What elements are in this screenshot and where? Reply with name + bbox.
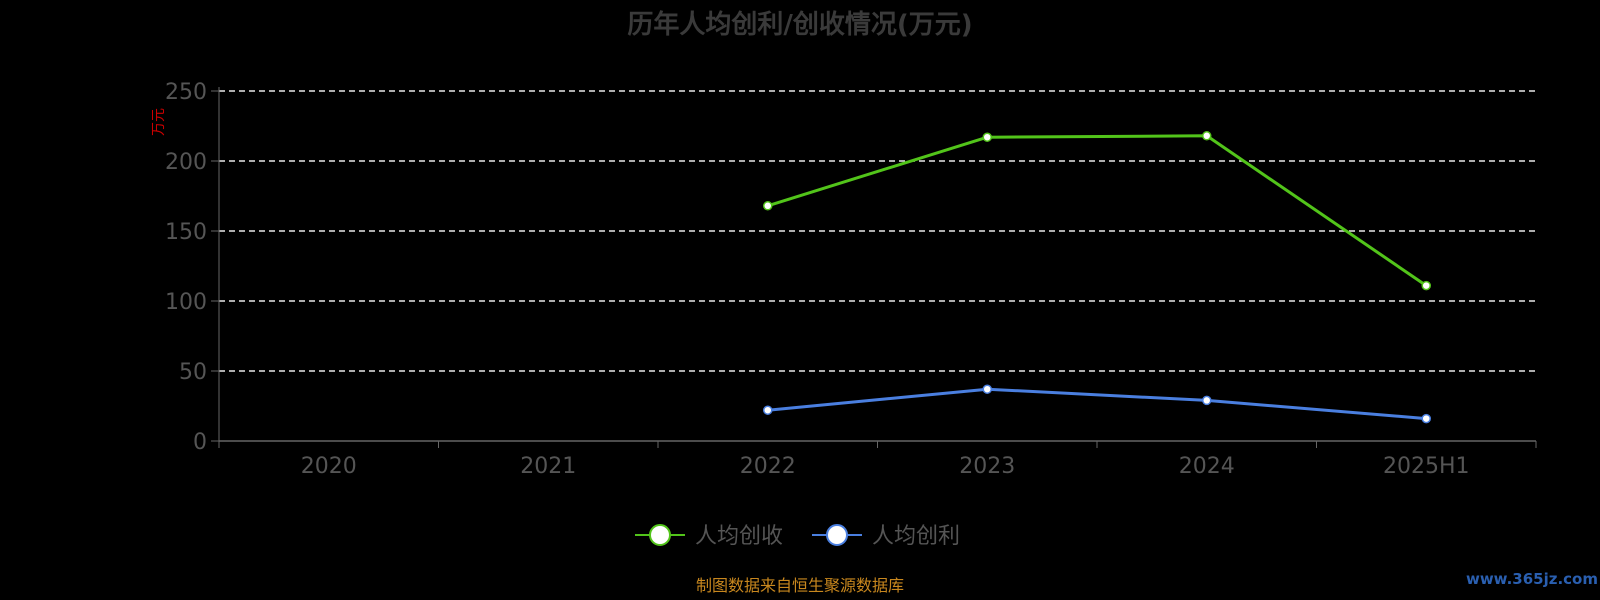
series-1: [763, 131, 1431, 291]
data-point[interactable]: [1202, 131, 1212, 141]
gridlines: [219, 90, 1536, 372]
data-point[interactable]: [763, 405, 773, 415]
x-tick-label: 2023: [959, 454, 1015, 479]
data-point[interactable]: [982, 132, 992, 142]
y-axis-unit: 万元: [151, 108, 167, 136]
legend-label: 人均创利: [872, 524, 960, 549]
legend-item-1[interactable]: 人均创收: [635, 524, 783, 549]
y-tick-label: 100: [165, 290, 207, 315]
y-tick-label: 200: [165, 150, 207, 175]
x-tick-label: 2025H1: [1383, 454, 1470, 479]
data-point[interactable]: [1421, 413, 1431, 424]
data-source-note: 制图数据来自恒生聚源数据库: [696, 576, 904, 595]
data-point[interactable]: [982, 384, 992, 394]
legend-item-2[interactable]: 人均创利: [812, 524, 960, 549]
y-tick-label: 50: [179, 360, 207, 385]
legend-marker: [649, 524, 671, 546]
y-tick-label: 0: [193, 430, 207, 455]
chart-title: 历年人均创利/创收情况(万元): [627, 9, 972, 40]
series-line: [767, 387, 1427, 421]
y-tick-label: 150: [165, 220, 207, 245]
axes: 0 50 100 150 200 250 2020 2021 2022 2023 2024 2025H…: [165, 80, 1537, 479]
data-point[interactable]: [763, 201, 773, 211]
watermark: www.365jz.com: [1466, 570, 1598, 588]
legend-label: 人均创收: [695, 524, 783, 549]
series-group: [763, 131, 1431, 424]
x-tick-label: 2021: [520, 454, 576, 479]
y-tick-label: 250: [165, 80, 207, 105]
data-point[interactable]: [1202, 395, 1212, 406]
data-point[interactable]: [1421, 280, 1431, 291]
series-2: [763, 384, 1431, 424]
x-tick-label: 2020: [301, 454, 357, 479]
legend[interactable]: 人均创收 人均创利: [635, 524, 960, 549]
legend-marker: [826, 524, 848, 546]
series-line: [767, 134, 1428, 287]
x-tick-label: 2022: [740, 454, 796, 479]
x-tick-label: 2024: [1179, 454, 1235, 479]
